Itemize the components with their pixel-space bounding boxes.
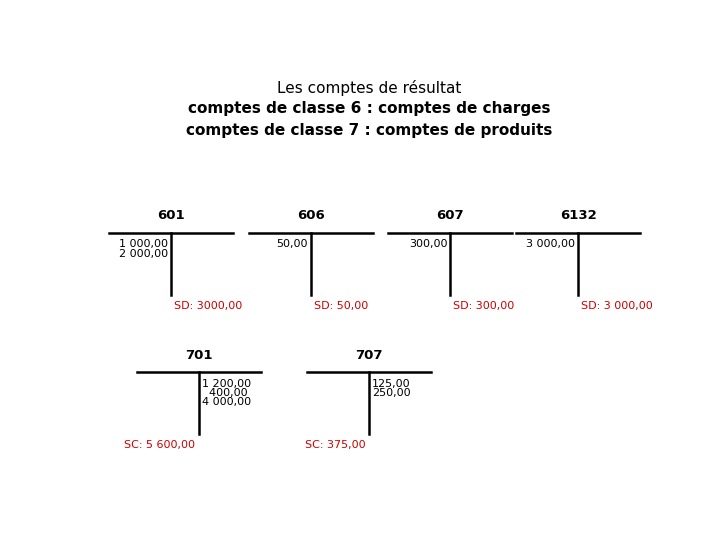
- Text: SD: 3 000,00: SD: 3 000,00: [581, 301, 653, 311]
- Text: SD: 50,00: SD: 50,00: [314, 301, 368, 311]
- Text: 4 000,00: 4 000,00: [202, 397, 251, 407]
- Text: 701: 701: [185, 349, 212, 362]
- Text: SC: 375,00: SC: 375,00: [305, 440, 366, 450]
- Text: SD: 3000,00: SD: 3000,00: [174, 301, 243, 311]
- Text: comptes de classe 7 : comptes de produits: comptes de classe 7 : comptes de produit…: [186, 123, 552, 138]
- Text: 3 000,00: 3 000,00: [526, 239, 575, 249]
- Text: 300,00: 300,00: [409, 239, 447, 249]
- Text: 400,00: 400,00: [202, 388, 247, 398]
- Text: 707: 707: [355, 349, 383, 362]
- Text: SC: 5 600,00: SC: 5 600,00: [125, 440, 195, 450]
- Text: 1 200,00: 1 200,00: [202, 379, 251, 389]
- Text: Les comptes de résultat: Les comptes de résultat: [276, 80, 462, 96]
- Text: 601: 601: [158, 210, 185, 222]
- Text: 50,00: 50,00: [276, 239, 307, 249]
- Text: 6132: 6132: [560, 210, 597, 222]
- Text: 125,00: 125,00: [372, 379, 410, 389]
- Text: 607: 607: [436, 210, 464, 222]
- Text: 250,00: 250,00: [372, 388, 410, 398]
- Text: SD: 300,00: SD: 300,00: [454, 301, 515, 311]
- Text: 606: 606: [297, 210, 325, 222]
- Text: 1 000,00: 1 000,00: [120, 239, 168, 249]
- Text: 2 000,00: 2 000,00: [119, 248, 168, 259]
- Text: comptes de classe 6 : comptes de charges: comptes de classe 6 : comptes de charges: [188, 101, 550, 116]
